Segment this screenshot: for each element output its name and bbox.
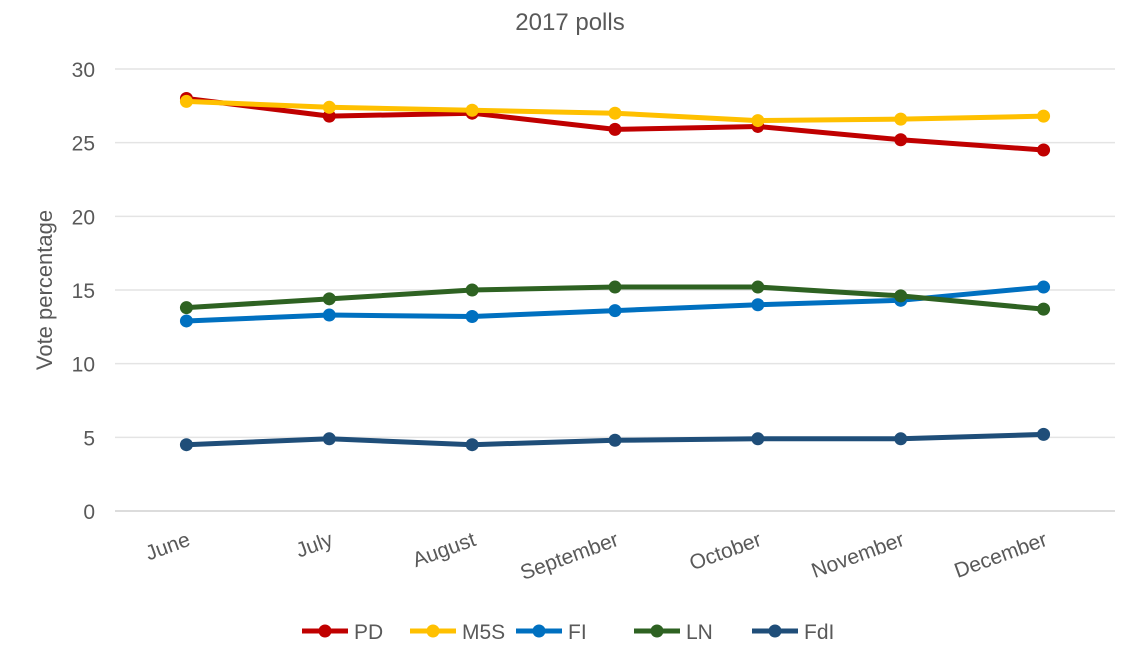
x-tick-label: December: [951, 528, 1050, 583]
data-point: [322, 308, 336, 322]
data-point: [1037, 302, 1051, 316]
data-point: [608, 433, 622, 447]
data-point: [751, 432, 765, 446]
data-point: [322, 432, 336, 446]
legend-marker: [768, 624, 782, 638]
data-point: [751, 298, 765, 312]
data-point: [1037, 280, 1051, 294]
x-tick-label: November: [809, 528, 908, 583]
legend-label: FI: [568, 621, 587, 644]
data-point: [894, 289, 908, 303]
data-point: [751, 114, 765, 128]
y-tick-label: 30: [72, 59, 95, 82]
legend-label: FdI: [804, 621, 834, 644]
data-point: [179, 438, 193, 452]
y-tick-label: 15: [72, 280, 95, 303]
data-point: [465, 310, 479, 324]
data-point: [608, 304, 622, 318]
data-point: [608, 106, 622, 120]
x-tick-label: September: [517, 528, 621, 585]
data-point: [465, 103, 479, 117]
data-point: [179, 301, 193, 315]
series-ln: [179, 280, 1051, 316]
legend-item-pd: PD: [302, 621, 383, 644]
series-fdi: [179, 427, 1051, 452]
data-point: [608, 122, 622, 136]
chart-title: 2017 polls: [515, 9, 624, 36]
data-point: [608, 280, 622, 294]
data-point: [322, 292, 336, 306]
data-point: [894, 133, 908, 147]
series-pd: [179, 91, 1051, 157]
y-axis-label: Vote percentage: [32, 210, 57, 370]
y-tick-label: 25: [72, 133, 95, 156]
legend-label: M5S: [462, 621, 505, 644]
legend-marker: [532, 624, 546, 638]
y-tick-label: 5: [83, 427, 95, 450]
series-m5s: [179, 94, 1051, 128]
data-point: [465, 438, 479, 452]
x-tick-label: July: [293, 528, 336, 563]
y-tick-label: 0: [83, 501, 95, 524]
y-tick-label: 10: [72, 354, 95, 377]
data-point: [894, 112, 908, 126]
x-tick-label: August: [410, 528, 479, 572]
legend-marker: [650, 624, 664, 638]
legend-label: LN: [686, 621, 713, 644]
data-point: [1037, 109, 1051, 123]
data-point: [465, 283, 479, 297]
data-point: [751, 280, 765, 294]
legend-label: PD: [354, 621, 383, 644]
data-point: [894, 432, 908, 446]
data-point: [1037, 143, 1051, 157]
legend-marker: [318, 624, 332, 638]
data-point: [179, 314, 193, 328]
data-point: [1037, 427, 1051, 441]
x-tick-label: June: [142, 528, 193, 565]
legend-item-ln: LN: [634, 621, 713, 644]
data-point: [322, 100, 336, 114]
data-point: [179, 94, 193, 108]
legend-marker: [426, 624, 440, 638]
y-tick-label: 20: [72, 206, 95, 229]
legend-item-fi: FI: [516, 621, 587, 644]
legend-item-m5s: M5S: [410, 621, 505, 644]
x-tick-label: October: [687, 528, 765, 575]
legend-item-fdi: FdI: [752, 621, 834, 644]
